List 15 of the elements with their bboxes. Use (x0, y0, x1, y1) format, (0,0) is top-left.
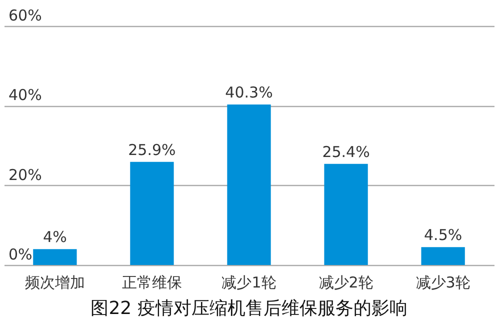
x-tick-label: 正常维保 (122, 274, 182, 292)
data-label: 4.5% (424, 226, 462, 244)
x-tick-label: 频次增加 (24, 274, 85, 292)
y-tick-label: 40% (8, 86, 42, 104)
x-tick-label: 减少2轮 (318, 274, 374, 292)
y-tick-label: 60% (8, 6, 42, 24)
text: 图22 疫情对压缩机售后维保服务的影响 (90, 298, 408, 319)
x-tick-label: 减少3轮 (416, 274, 470, 292)
y-tick-label: 0% (8, 246, 32, 264)
data-label: 4% (43, 228, 67, 246)
x-tick-label: 减少1轮 (222, 274, 276, 292)
data-label: 25.4% (322, 142, 370, 161)
y-tick-label: 20% (8, 166, 42, 184)
data-label: 40.3% (225, 83, 273, 102)
data-label: 25.9% (128, 140, 176, 159)
